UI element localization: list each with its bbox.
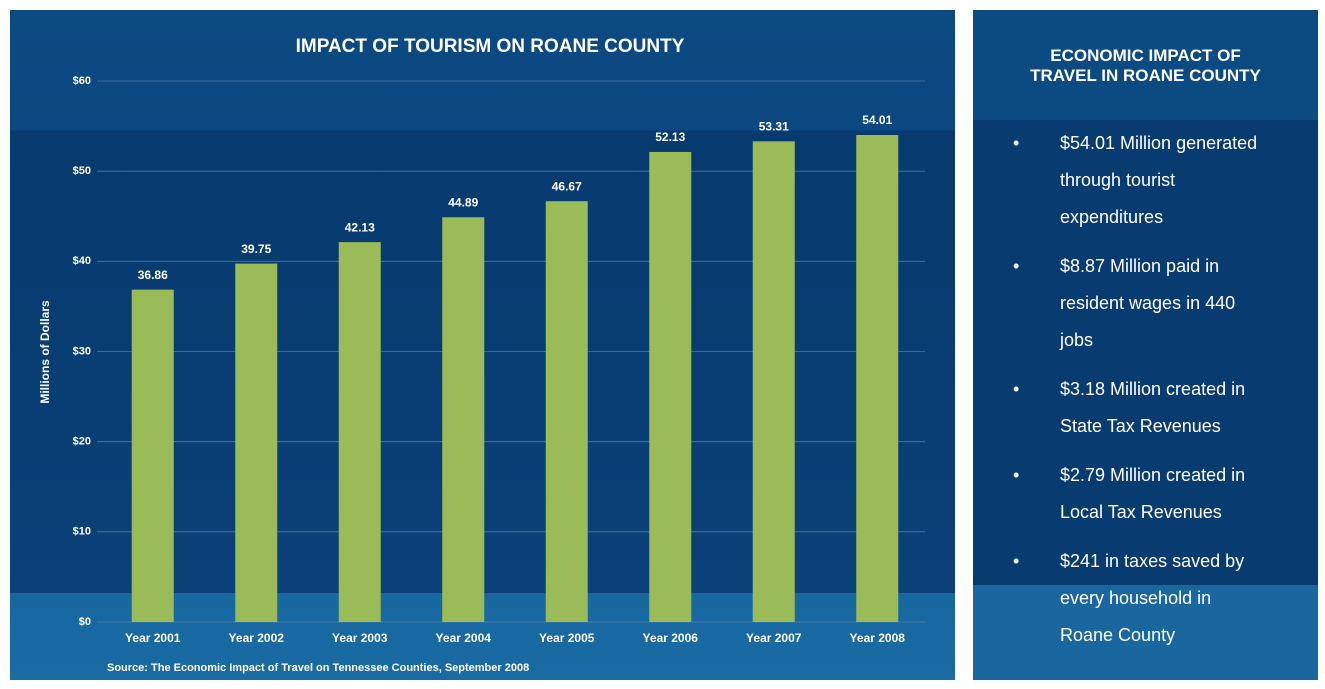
- y-tick-label: $20: [73, 436, 91, 448]
- bullet-line: $241 in taxes saved by: [1060, 551, 1245, 571]
- y-axis-label: Millions of Dollars: [38, 300, 52, 404]
- y-tick-label: $10: [73, 526, 91, 538]
- bullet-line: $8.87 Million paid in: [1060, 256, 1220, 276]
- data-label: 42.13: [345, 220, 375, 234]
- bullet: •: [1013, 379, 1020, 399]
- bullet-line: resident wages in 440: [1060, 293, 1236, 313]
- bullet-item: • $2.79 Million created in Local Tax Reven…: [973, 457, 1318, 531]
- bullet-text: $3.18 Million created in State Tax Revenu…: [1060, 371, 1318, 445]
- x-tick-label: Year 2002: [229, 631, 285, 645]
- data-label: 46.67: [552, 179, 582, 193]
- bullet: •: [1013, 133, 1020, 153]
- bar: [131, 289, 174, 622]
- bar: [649, 151, 692, 622]
- x-tick-label: Year 2003: [332, 631, 388, 645]
- bar: [338, 242, 381, 622]
- bullet-line: Local Tax Revenues: [1060, 502, 1222, 522]
- x-tick-label: Year 2004: [436, 631, 492, 645]
- bullet-text: $8.87 Million paid in resident wages in 4…: [1060, 248, 1318, 359]
- bullet-list: • $54.01 Million generated through tourist…: [973, 125, 1318, 666]
- data-label: 52.13: [655, 130, 685, 144]
- bullet-line: jobs: [1060, 330, 1094, 350]
- bullet-text: $241 in taxes saved by every household in…: [1060, 543, 1318, 654]
- bullet-line: Roane County: [1060, 625, 1176, 645]
- x-tick-label: Year 2001: [125, 631, 181, 645]
- bullet-item: • $54.01 Million generated through tourist…: [973, 125, 1318, 236]
- bullet-line: $54.01 Million generated: [1060, 133, 1258, 153]
- x-tick-label: Year 2006: [643, 631, 699, 645]
- bullet-item: • $241 in taxes saved by every household i…: [973, 543, 1318, 654]
- y-tick-label: $50: [73, 165, 91, 177]
- y-tick-label: $30: [73, 345, 91, 357]
- side-title-line: ECONOMIC IMPACT OF: [1050, 46, 1241, 65]
- bullet-item: • $3.18 Million created in State Tax Reven…: [973, 371, 1318, 445]
- data-label: 54.01: [862, 113, 892, 127]
- bullet: •: [1013, 465, 1020, 485]
- bar: [752, 141, 795, 622]
- side-title-line: TRAVEL IN ROANE COUNTY: [1030, 66, 1261, 85]
- bar: [235, 263, 278, 622]
- bar: [856, 135, 899, 622]
- y-tick-label: $40: [73, 255, 91, 267]
- y-tick-label: $60: [73, 75, 91, 87]
- bar: [442, 217, 485, 623]
- source-note: Source: The Economic Impact of Travel on…: [107, 662, 529, 674]
- x-tick-label: Year 2005: [539, 631, 595, 645]
- bullet-text: $2.79 Million created in Local Tax Revenu…: [1060, 457, 1318, 531]
- bullet-line: State Tax Revenues: [1060, 416, 1221, 436]
- x-tick-label: Year 2008: [850, 631, 906, 645]
- data-label: 44.89: [448, 195, 478, 209]
- side-panel: ECONOMIC IMPACT OF TRAVEL IN ROANE COUNTY…: [973, 10, 1318, 680]
- bullet: •: [1013, 256, 1020, 276]
- bullet-line: expenditures: [1060, 207, 1164, 227]
- bar: [545, 201, 588, 622]
- data-label: 36.86: [138, 268, 168, 282]
- bullet-line: every household in: [1060, 588, 1212, 608]
- bullet-line: $2.79 Million created in: [1060, 465, 1246, 485]
- bullet-text: $54.01 Million generated through tourist e…: [1060, 125, 1318, 236]
- bullet-line: through tourist: [1060, 170, 1176, 190]
- bullet-line: $3.18 Million created in: [1060, 379, 1246, 399]
- bullet-item: • $8.87 Million paid in resident wages in …: [973, 248, 1318, 359]
- bullet: •: [1013, 551, 1020, 571]
- data-label: 53.31: [759, 119, 789, 133]
- y-tick-label: $0: [79, 616, 91, 628]
- data-label: 39.75: [241, 242, 271, 256]
- chart-title: IMPACT OF TOURISM ON ROANE COUNTY: [296, 36, 685, 57]
- side-title: ECONOMIC IMPACT OF TRAVEL IN ROANE COUNTY: [973, 46, 1318, 86]
- x-tick-label: Year 2007: [746, 631, 802, 645]
